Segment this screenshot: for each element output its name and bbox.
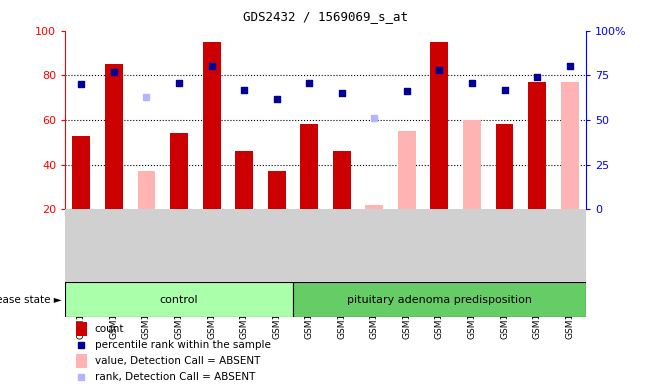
Bar <box>398 131 416 209</box>
Bar <box>333 151 351 209</box>
Point <box>337 90 347 96</box>
Point <box>271 96 282 102</box>
Bar <box>430 42 449 209</box>
Text: rank, Detection Call = ABSENT: rank, Detection Call = ABSENT <box>95 372 255 382</box>
Bar <box>105 64 123 209</box>
Bar <box>72 136 90 209</box>
Bar <box>202 42 221 209</box>
Bar <box>170 133 188 209</box>
Bar <box>293 282 586 317</box>
Text: value, Detection Call = ABSENT: value, Detection Call = ABSENT <box>95 356 260 366</box>
Point <box>434 67 445 73</box>
Bar <box>137 171 156 209</box>
Text: percentile rank within the sample: percentile rank within the sample <box>95 340 271 350</box>
Bar <box>268 171 286 209</box>
Text: count: count <box>95 324 124 334</box>
Bar <box>76 354 87 368</box>
Bar <box>528 82 546 209</box>
Point <box>304 79 314 86</box>
Bar <box>495 124 514 209</box>
Bar <box>65 282 293 317</box>
Text: disease state ►: disease state ► <box>0 295 62 305</box>
Text: pituitary adenoma predisposition: pituitary adenoma predisposition <box>347 295 532 305</box>
Bar <box>561 82 579 209</box>
Bar <box>76 322 87 336</box>
Point <box>141 94 152 100</box>
Point <box>499 86 510 93</box>
Point <box>402 88 412 94</box>
Point <box>564 63 575 70</box>
Bar <box>300 124 318 209</box>
Point <box>369 115 380 121</box>
Bar <box>235 151 253 209</box>
Point <box>532 74 542 80</box>
Point <box>109 69 119 75</box>
Point <box>206 63 217 70</box>
Point <box>239 86 249 93</box>
Point <box>174 79 184 86</box>
Text: control: control <box>159 295 199 305</box>
Bar <box>365 205 383 209</box>
Bar <box>463 120 481 209</box>
Text: GDS2432 / 1569069_s_at: GDS2432 / 1569069_s_at <box>243 10 408 23</box>
Point <box>76 81 87 88</box>
Point <box>467 79 477 86</box>
